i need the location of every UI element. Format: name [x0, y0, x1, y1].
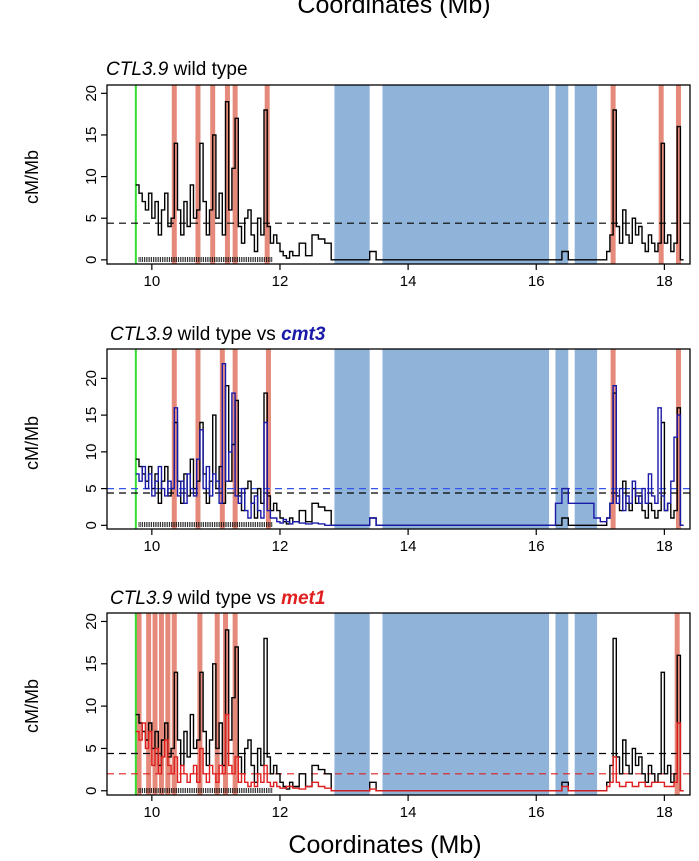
hotspot-band [158, 613, 164, 795]
panel-title-italic: CTL3.9 [110, 324, 173, 345]
series-line-wild-type [135, 385, 684, 526]
figure-top-title: Coordinates (Mb) [297, 0, 490, 19]
panel-wild-type: CTL3.9 wild type cM/Mb 10 12 14 16 18 0 5 10 15 2… [22, 59, 691, 290]
y-axis-label: cM/Mb [22, 150, 42, 204]
hotspot-band [232, 85, 238, 264]
hotspot-band [675, 349, 681, 529]
centromere-block [382, 349, 550, 529]
x-tick-label: 12 [272, 538, 289, 555]
x-tick-label: 10 [144, 804, 161, 821]
y-tick-label: 0 [83, 787, 100, 795]
panel-title-variant: met1 [281, 588, 325, 609]
y-axis-label: cM/Mb [22, 679, 42, 733]
plot-frame [106, 84, 691, 265]
panel-title-italic: CTL3.9 [106, 59, 169, 80]
x-axis-label: Coordinates (Mb) [288, 831, 481, 859]
panel-title-variant: cmt3 [281, 324, 326, 345]
y-tick-label: 10 [83, 444, 100, 461]
panel-title-rest: wild type vs [172, 324, 281, 345]
panel-title: CTL3.9 wild type vs cmt3 [110, 324, 326, 345]
x-tick-label: 12 [272, 273, 289, 290]
y-tick-label: 0 [83, 256, 100, 264]
centromere-block [334, 349, 370, 529]
panel-wild-type-vs-met1: CTL3.9 wild type vs met1 cM/Mb 10 12 14 16 1… [22, 588, 691, 821]
hotspot-band [152, 613, 158, 795]
series-line-met1 [135, 713, 684, 792]
x-tick-label: 18 [656, 538, 673, 555]
centromere-block [382, 85, 550, 264]
panel-title: CTL3.9 wild type [106, 59, 248, 80]
x-tick-label: 12 [272, 804, 289, 821]
plot-area [107, 349, 690, 529]
x-tick-label: 14 [400, 273, 417, 290]
centromere-block [574, 85, 598, 264]
hotspot-band [195, 349, 201, 529]
series-line-wild-type [135, 101, 684, 261]
hotspot-band [214, 613, 220, 795]
x-tick-label: 14 [400, 538, 417, 555]
x-tick-label: 16 [528, 273, 545, 290]
plot-frame [106, 348, 691, 530]
y-tick-label: 5 [83, 744, 100, 752]
x-tick-label: 18 [656, 804, 673, 821]
y-tick-label: 20 [83, 85, 100, 102]
y-tick-label: 5 [83, 214, 100, 222]
y-tick-label: 15 [83, 127, 100, 144]
panel-wild-type-vs-cmt3: CTL3.9 wild type vs cmt3 cM/Mb 10 12 14 16 1… [22, 324, 691, 555]
hotspot-band [232, 613, 238, 795]
y-tick-label: 5 [83, 484, 100, 492]
x-tick-label: 18 [656, 273, 673, 290]
x-tick-label: 10 [144, 538, 161, 555]
centromere-block [334, 613, 370, 795]
panel-title-rest: wild type [168, 59, 247, 80]
series-line-cmt3 [135, 363, 684, 526]
plot-area [107, 85, 690, 264]
centromere-block [555, 613, 569, 795]
y-tick-label: 10 [83, 698, 100, 715]
hotspot-band [146, 613, 152, 795]
x-tick-label: 16 [528, 804, 545, 821]
hotspot-band [224, 85, 230, 264]
panel-title: CTL3.9 wild type vs met1 [110, 588, 325, 609]
y-tick-label: 10 [83, 168, 100, 185]
centromere-block [382, 613, 550, 795]
hotspot-band [675, 85, 681, 264]
x-tick-label: 10 [144, 273, 161, 290]
panel-title-italic: CTL3.9 [110, 588, 173, 609]
hotspot-band [195, 85, 201, 264]
centromere-block [574, 613, 598, 795]
x-tick-label: 16 [528, 538, 545, 555]
y-axis-label: cM/Mb [22, 416, 42, 470]
panel-title-rest: wild type vs [172, 588, 281, 609]
y-tick-label: 20 [83, 370, 100, 387]
centromere-block [334, 85, 370, 264]
x-tick-label: 14 [400, 804, 417, 821]
centromere-block [555, 349, 569, 529]
plot-frame [106, 612, 691, 796]
y-tick-label: 20 [83, 613, 100, 630]
centromere-block [574, 349, 598, 529]
plot-area [107, 613, 690, 795]
y-tick-label: 15 [83, 655, 100, 672]
y-tick-label: 0 [83, 521, 100, 529]
y-tick-label: 15 [83, 407, 100, 424]
hotspot-band [265, 349, 271, 529]
centromere-block [555, 85, 569, 264]
hotspot-band [165, 613, 171, 795]
hotspot-band [136, 613, 142, 795]
